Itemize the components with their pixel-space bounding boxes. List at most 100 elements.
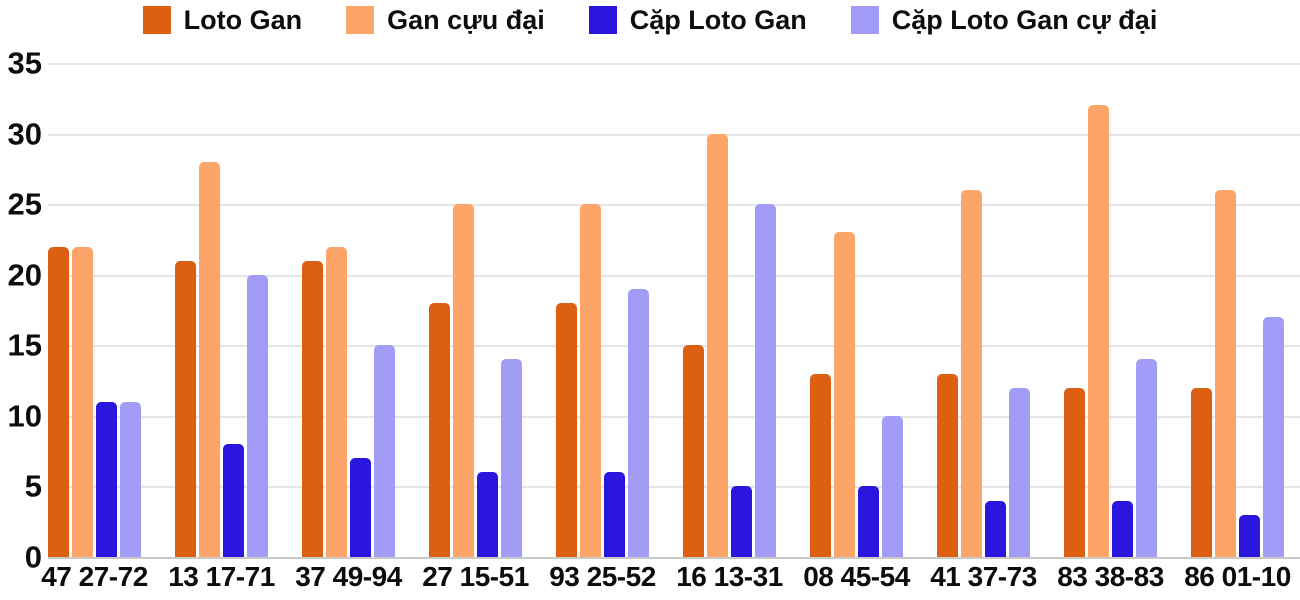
y-axis-tick-label: 10 — [7, 398, 42, 434]
bar — [1239, 514, 1260, 557]
bar — [350, 458, 371, 557]
bar — [72, 246, 93, 557]
bar — [985, 500, 1006, 557]
bar-group — [175, 161, 268, 557]
bar — [707, 133, 728, 557]
legend-label: Loto Gan — [183, 4, 303, 35]
bar — [683, 345, 704, 557]
bar — [628, 288, 649, 557]
x-axis-label: 37 49-94 — [295, 561, 402, 592]
gridline — [48, 415, 1300, 418]
bar — [755, 204, 776, 557]
x-axis-label-box: 13 17-71 — [168, 563, 275, 591]
bar — [48, 246, 69, 557]
y-axis-tick-label: 35 — [7, 45, 42, 81]
x-axis-labels: 47 27-72 13 17-71 37 49-94 27 15-51 93 25-52… — [41, 563, 1300, 591]
bar — [120, 401, 141, 557]
plot-area — [48, 63, 1300, 559]
x-axis-label: 13 17-71 — [168, 561, 275, 592]
gridline — [48, 63, 1300, 65]
bar — [223, 444, 244, 557]
x-axis-label-box: 08 45-54 — [803, 563, 910, 591]
legend: Loto Gan Gan cựu đại Cặp Loto Gan Cặp Loto … — [0, 6, 1300, 34]
x-axis-line — [48, 557, 1300, 559]
x-axis-label: 86 01-10 — [1184, 561, 1291, 592]
bar-group — [937, 190, 1030, 557]
x-axis-label-box: 41 37-73 — [930, 563, 1037, 591]
gridline — [48, 486, 1300, 489]
bar-group — [556, 204, 649, 557]
legend-swatch-icon — [850, 6, 879, 34]
bar — [731, 486, 752, 557]
bar — [604, 472, 625, 557]
bar — [175, 260, 196, 557]
bar-groups — [48, 63, 1300, 557]
bar — [1215, 190, 1236, 557]
legend-swatch-icon — [346, 6, 375, 34]
bar — [453, 204, 474, 557]
bar — [556, 302, 577, 557]
bar-group — [810, 232, 903, 557]
bar — [429, 302, 450, 557]
x-axis-label: 27 15-51 — [422, 561, 529, 592]
bar — [477, 472, 498, 557]
y-axis-tick-label: 0 — [24, 539, 42, 575]
y-axis-tick-label: 30 — [7, 116, 42, 152]
x-axis-label: 41 37-73 — [930, 561, 1037, 592]
bar-group — [683, 133, 776, 557]
legend-label: Gan cựu đại — [387, 4, 545, 35]
x-axis-label-box: 37 49-94 — [295, 563, 402, 591]
gridline — [48, 345, 1300, 348]
legend-item: Loto Gan — [142, 4, 303, 35]
x-axis-label: 93 25-52 — [549, 561, 656, 592]
gridline — [48, 133, 1300, 136]
bar — [1263, 317, 1284, 557]
bar-group — [1064, 105, 1157, 557]
bar — [1136, 359, 1157, 557]
bar-group — [302, 246, 395, 557]
legend-item: Gan cựu đại — [346, 6, 545, 34]
y-axis-tick-label: 5 — [24, 468, 42, 504]
legend-label: Cặp Loto Gan — [629, 4, 807, 35]
x-axis-label-box: 93 25-52 — [549, 563, 656, 591]
bar — [1064, 387, 1085, 557]
x-axis-label-box: 16 13-31 — [676, 563, 783, 591]
bar — [810, 373, 831, 557]
bar — [326, 246, 347, 557]
bar — [96, 401, 117, 557]
x-axis-label: 16 13-31 — [676, 561, 783, 592]
bar — [302, 260, 323, 557]
legend-swatch-icon — [588, 6, 617, 34]
bar — [937, 373, 958, 557]
bar — [1088, 105, 1109, 557]
bar — [1112, 500, 1133, 557]
bar-group — [48, 246, 141, 557]
x-axis-label-box: 47 27-72 — [41, 563, 148, 591]
legend-swatch-icon — [142, 6, 171, 34]
bar — [1009, 387, 1030, 557]
bar — [374, 345, 395, 557]
legend-label: Cặp Loto Gan cự đại — [891, 4, 1158, 35]
x-axis-label-box: 86 01-10 — [1184, 563, 1291, 591]
legend-item: Cặp Loto Gan cự đại — [850, 4, 1158, 35]
x-axis-label: 47 27-72 — [41, 561, 148, 592]
gridline — [48, 274, 1300, 277]
bar-group — [1191, 190, 1284, 557]
y-axis-tick-label: 15 — [7, 327, 42, 363]
bar — [882, 415, 903, 557]
bar — [580, 204, 601, 557]
x-axis-label-box: 83 38-83 — [1057, 563, 1164, 591]
bar-group — [429, 204, 522, 557]
x-axis-label: 08 45-54 — [803, 561, 910, 592]
bar — [858, 486, 879, 557]
x-axis-label: 83 38-83 — [1057, 561, 1164, 592]
bar — [199, 161, 220, 557]
bar — [961, 190, 982, 557]
bar — [1191, 387, 1212, 557]
y-axis: 35 30 25 20 15 10 5 0 — [0, 48, 42, 573]
legend-item: Cặp Loto Gan — [588, 4, 807, 35]
x-axis-label-box: 27 15-51 — [422, 563, 529, 591]
bar — [834, 232, 855, 557]
gridline — [48, 204, 1300, 207]
